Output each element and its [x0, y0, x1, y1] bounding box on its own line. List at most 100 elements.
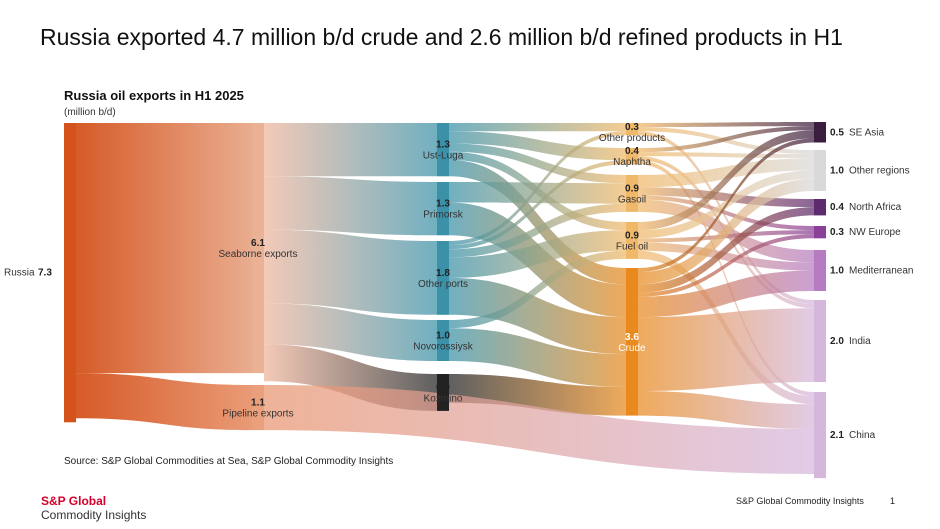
node-label-seaborne: Seaborne exports: [219, 249, 298, 260]
flow-gasoil-to-nw_europe: [638, 195, 814, 231]
node-primorsk: [437, 182, 449, 236]
flow-naphtha-to-china: [638, 160, 814, 397]
node-label-other_regions: Other regions: [849, 166, 910, 177]
flow-pipeline-to-china: [264, 385, 814, 474]
flow-naphtha-to-se_asia: [638, 126, 814, 153]
node-label-russia: Russia: [4, 268, 35, 279]
node-india: [814, 300, 826, 382]
flow-kozmino-to-crude: [449, 374, 626, 416]
flow-crude-to-china: [638, 391, 814, 429]
flow-novorossiysk-to-fuel_oil: [449, 250, 626, 329]
flow-crude-to-nw_europe: [638, 234, 814, 297]
node-value-india: 2.0: [830, 336, 844, 347]
flow-other_products-to-se_asia: [638, 122, 814, 128]
node-china: [814, 392, 826, 479]
flow-other_ports-to-crude: [449, 277, 626, 355]
node-label-fuel_oil: Fuel oil: [616, 241, 648, 252]
chart-unit: (million b/d): [64, 107, 116, 118]
node-label-se_asia: SE Asia: [849, 127, 884, 138]
node-naphtha: [626, 148, 638, 165]
node-other_products: [626, 123, 638, 136]
node-value-se_asia: 0.5: [830, 127, 844, 138]
headline: Russia exported 4.7 million b/d crude an…: [40, 24, 843, 50]
node-label-pipeline: Pipeline exports: [222, 409, 293, 420]
node-se_asia: [814, 122, 826, 143]
node-value-ust_luga: 1.3: [436, 140, 450, 151]
flow-russia-to-seaborne: [76, 123, 252, 374]
node-value-north_africa: 0.4: [830, 202, 844, 213]
flow-ust_luga-to-other_products: [449, 123, 626, 132]
node-value-primorsk: 1.3: [436, 199, 450, 210]
node-label-crude: Crude: [618, 343, 646, 354]
flow-crude-to-other_regions: [638, 178, 814, 285]
flow-gasoil-to-north_africa: [638, 187, 814, 208]
brand-subtitle: Commodity Insights: [41, 508, 147, 522]
node-label-north_africa: North Africa: [849, 202, 902, 213]
sankey-nodes: [64, 122, 826, 479]
node-nw_europe: [814, 226, 826, 239]
node-ust_luga: [437, 123, 449, 177]
flow-seaborne-to-primorsk: [264, 176, 437, 236]
flow-seaborne-to-other_ports: [264, 229, 437, 315]
flow-crude-to-north_africa: [638, 207, 814, 293]
node-mediterranean: [814, 250, 826, 291]
node-label-other_products: Other products: [599, 133, 665, 144]
node-label-primorsk: Primorsk: [423, 210, 463, 221]
source-note: Source: S&P Global Commodities at Sea, S…: [64, 456, 394, 467]
flow-other_ports-to-naphtha: [449, 160, 626, 250]
node-kozmino: [437, 374, 449, 411]
chart-title: Russia oil exports in H1 2025: [64, 88, 244, 103]
node-label-gasoil: Gasoil: [618, 194, 646, 205]
node-other_regions: [814, 150, 826, 191]
node-value-seaborne: 6.1: [251, 238, 265, 249]
node-value-nw_europe: 0.3: [830, 227, 844, 238]
node-russia: [64, 123, 76, 423]
node-value-kozmino: 0.9: [436, 382, 450, 393]
node-label-india: India: [849, 336, 871, 347]
flow-ust_luga-to-crude: [449, 159, 626, 285]
sankey-links: [76, 122, 814, 474]
flow-ust_luga-to-naphtha: [449, 131, 626, 161]
footer-brand: S&P Global Commodity Insights: [736, 496, 864, 506]
node-value-crude: 3.6: [625, 332, 639, 343]
node-pipeline: [252, 385, 264, 431]
flow-crude-to-india: [638, 308, 814, 391]
flow-seaborne-to-novorossiysk: [264, 303, 437, 361]
node-value-other_products: 0.3: [625, 122, 639, 133]
node-other_ports: [437, 241, 449, 315]
flow-primorsk-to-gasoil: [449, 182, 626, 204]
node-value-naphtha: 0.4: [625, 146, 639, 157]
flow-crude-to-se_asia: [638, 138, 814, 273]
flow-naphtha-to-other_regions: [638, 152, 814, 159]
node-value-pipeline: 1.1: [251, 398, 265, 409]
flow-other_ports-to-fuel_oil: [449, 230, 626, 278]
flow-other_ports-to-gasoil: [449, 203, 626, 258]
node-seaborne: [252, 123, 264, 374]
flow-seaborne-to-ust_luga: [264, 123, 437, 177]
node-value-other_regions: 1.0: [830, 166, 844, 177]
page-number: 1: [890, 496, 896, 506]
flow-crude-to-mediterranean: [638, 270, 814, 318]
node-value-other_ports: 1.8: [436, 268, 450, 279]
node-label-other_ports: Other ports: [418, 279, 468, 290]
node-label-mediterranean: Mediterranean: [849, 266, 913, 277]
node-crude: [626, 268, 638, 416]
flow-fuel_oil-to-se_asia: [638, 130, 814, 231]
node-value-fuel_oil: 0.9: [625, 230, 639, 241]
flow-gasoil-to-other_regions: [638, 158, 814, 188]
flow-other_products-to-india: [638, 131, 814, 305]
node-label-naphtha: Naphtha: [613, 157, 651, 168]
node-fuel_oil: [626, 222, 638, 259]
node-label-nw_europe: NW Europe: [849, 227, 901, 238]
node-label-china: China: [849, 430, 876, 441]
node-value-novorossiysk: 1.0: [436, 331, 450, 342]
flow-fuel_oil-to-mediterranean: [638, 242, 814, 271]
brand-logo-text: S&P Global: [41, 494, 107, 508]
node-gasoil: [626, 175, 638, 212]
node-value-mediterranean: 1.0: [830, 266, 844, 277]
node-label-ust_luga: Ust-Luga: [423, 151, 464, 162]
flow-russia-to-pipeline: [76, 373, 252, 431]
node-value-china: 2.1: [830, 430, 844, 441]
node-value-gasoil: 0.9: [625, 183, 639, 194]
